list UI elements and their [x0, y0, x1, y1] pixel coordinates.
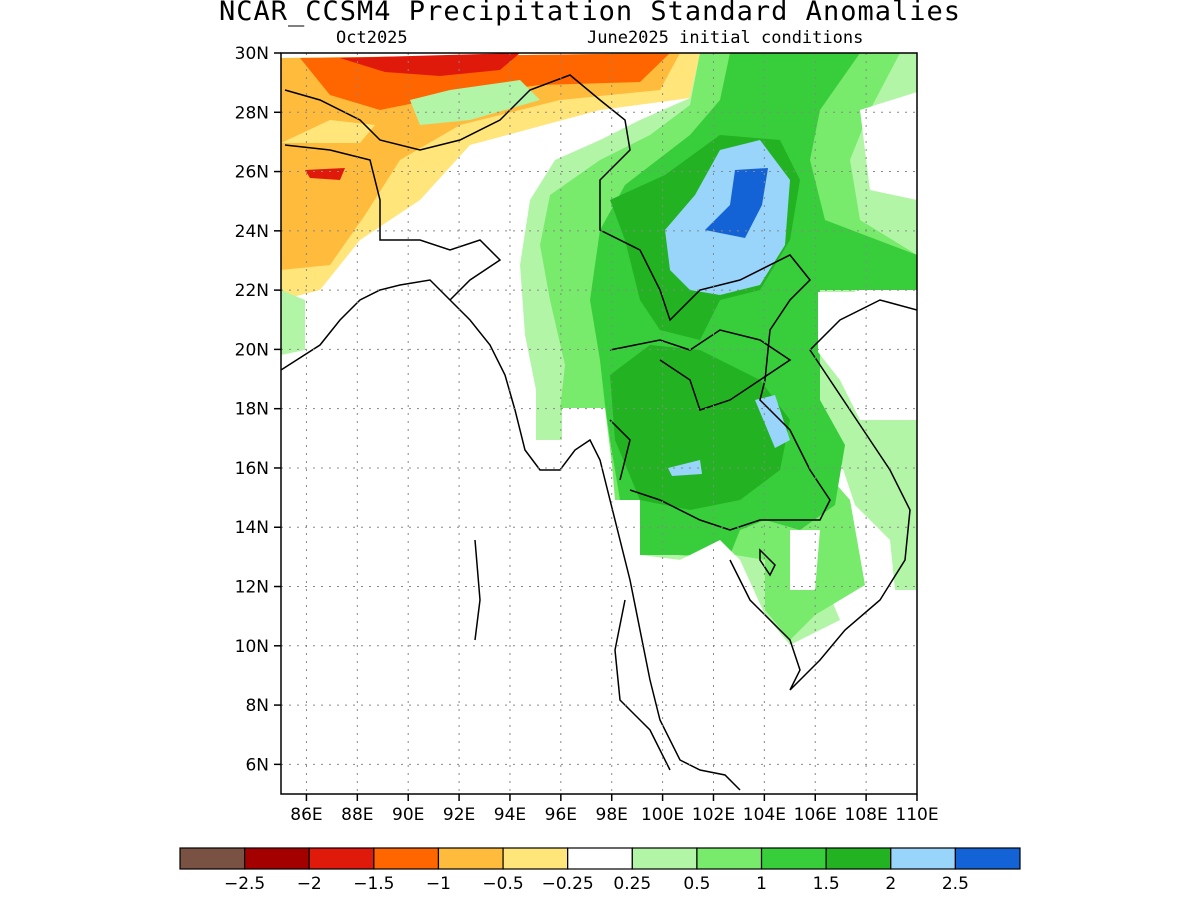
- colorbar-label: −0.25: [542, 874, 594, 894]
- forecast-month: Oct2025: [336, 28, 408, 48]
- colorbar-swatch: [567, 847, 633, 870]
- lon-tick-label: 100E: [641, 805, 684, 825]
- colorbar-label: −2.5: [224, 874, 265, 894]
- axis-ticks: 30N 28N 26N 24N 22N 20N 18N 16N 14N 12N 10N 8N 6N 86E…: [235, 44, 939, 825]
- colorbar-swatch: [954, 847, 1021, 870]
- lat-tick-label: 20N: [235, 340, 269, 360]
- lon-tick-label: 106E: [794, 805, 837, 825]
- plot-frame: [280, 52, 918, 795]
- lat-tick-label: 30N: [235, 44, 269, 64]
- colorbar-swatch: [437, 847, 504, 870]
- lon-tick-label: 92E: [443, 805, 475, 825]
- lat-tick-label: 14N: [235, 518, 269, 538]
- lon-tick-label: 88E: [341, 805, 373, 825]
- lon-tick-label: 108E: [845, 805, 888, 825]
- lon-tick-label: 98E: [596, 805, 628, 825]
- colorbar-label: −2: [297, 874, 322, 894]
- colorbar-label: 0.25: [613, 874, 651, 894]
- lon-tick-label: 94E: [494, 805, 526, 825]
- colorbar-swatch: [502, 847, 569, 870]
- grid-lines: [281, 52, 918, 794]
- colorbar-label: 2.5: [942, 874, 969, 894]
- colorbar-swatch: [373, 847, 440, 870]
- colorbar-swatch: [696, 847, 763, 870]
- colorbar-swatch: [244, 847, 310, 870]
- colorbar-label: −1: [426, 874, 451, 894]
- initial-conditions: June2025 initial conditions: [587, 28, 864, 48]
- anomaly-fill: [281, 53, 917, 794]
- coastlines: [281, 74, 917, 791]
- lon-tick-label: 102E: [692, 805, 735, 825]
- colorbar-swatch: [890, 847, 956, 870]
- colorbar-label: 1: [756, 874, 767, 894]
- chart-title: NCAR_CCSM4 Precipitation Standard Anomal…: [219, 0, 961, 27]
- colorbar-swatch: [760, 847, 827, 870]
- colorbar-label: −0.5: [482, 874, 523, 894]
- lat-tick-label: 26N: [235, 163, 269, 183]
- lat-tick-label: 8N: [245, 696, 269, 716]
- lat-tick-label: 16N: [235, 459, 269, 479]
- lat-tick-label: 18N: [235, 400, 269, 420]
- lat-tick-label: 28N: [235, 103, 269, 123]
- lat-tick-label: 12N: [235, 578, 269, 598]
- lat-tick-label: 6N: [245, 755, 269, 775]
- lon-tick-label: 104E: [743, 805, 786, 825]
- colorbar-label: 0.5: [683, 874, 710, 894]
- lat-tick-label: 24N: [235, 222, 269, 242]
- colorbar-label: −1.5: [353, 874, 394, 894]
- lat-tick-label: 22N: [235, 281, 269, 301]
- colorbar-swatch: [825, 847, 892, 870]
- lon-tick-label: 90E: [392, 805, 424, 825]
- lat-tick-label: 10N: [235, 637, 269, 657]
- colorbar-label: 2: [885, 874, 896, 894]
- colorbar-label: 1.5: [813, 874, 840, 894]
- lon-tick-label: 96E: [545, 805, 577, 825]
- colorbar-swatch: [631, 847, 698, 870]
- lon-tick-label: 110E: [895, 805, 938, 825]
- colorbar-swatch: [308, 847, 375, 870]
- colorbar-swatch: [179, 847, 246, 870]
- lon-tick-label: 86E: [290, 805, 322, 825]
- colorbar: −2.5 −2 −1.5 −1 −0.5 −0.25 0.25 0.5 1 1.5 2 2.5: [179, 847, 1021, 894]
